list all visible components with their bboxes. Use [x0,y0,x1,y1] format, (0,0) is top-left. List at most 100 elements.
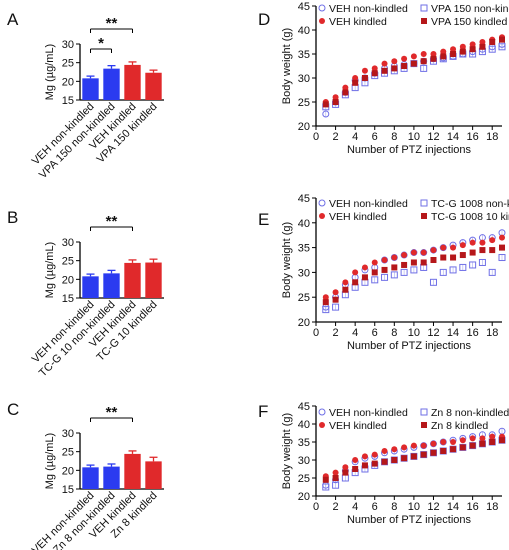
data-point [322,299,329,306]
x-tick-label: 10 [408,327,420,339]
data-point [390,271,398,279]
data-point [450,439,457,445]
data-point [371,70,378,77]
data-point [498,43,506,51]
x-tick-label: 16 [467,131,479,143]
x-tick-label: 0 [313,327,319,339]
legend-label: Zn 8 non-kindled [431,407,509,419]
legend-label: VEH kindled [329,211,387,223]
y-tick-label: 35 [298,243,310,255]
data-point [489,439,496,445]
data-point [352,75,359,81]
data-point [420,64,428,72]
y-tick-label: 15 [62,484,74,496]
x-tick-label: 2 [333,131,339,143]
series-3 [322,36,505,108]
significance-label: ** [106,213,118,230]
data-point [478,258,486,266]
data-point [391,58,398,65]
legend-label: TC-G 1008 10 kindled [431,211,509,223]
data-point [410,442,417,449]
y-tick-label: 30 [62,39,74,51]
y-tick-label: 20 [298,491,310,503]
data-point [440,48,447,55]
bar [124,262,141,298]
x-tick-label: 2 [333,501,339,513]
data-point [401,55,408,62]
legend-marker [420,408,428,416]
data-point [371,259,378,266]
data-point [450,446,457,453]
legend-label: VEH non-kindled [329,198,408,210]
y-tick-label: 40 [298,25,310,37]
data-point [450,244,457,251]
data-point [479,247,486,254]
x-tick-label: 14 [447,327,459,339]
legend-marker [420,199,428,207]
y-tick-label: 25 [298,292,310,304]
data-point [322,306,330,314]
significance-label: ** [106,15,118,32]
bar [82,276,99,298]
scatter-panel-D: D 20 25 30 35 40 45 0 2 4 6 8 10 12 14 16 18 Number of PT… [258,1,509,156]
x-tick-label: 14 [447,501,459,513]
data-point [322,110,330,118]
data-point [332,99,339,105]
y-tick-label: 30 [298,455,310,467]
data-point [391,65,398,72]
data-point [410,53,417,60]
panel-letter: E [258,210,269,229]
data-point [381,458,388,465]
data-point [322,483,330,491]
bar [103,68,120,100]
data-point [488,45,496,53]
data-point [489,433,496,440]
data-point [469,41,476,48]
bar [103,273,120,298]
series-2 [322,433,505,480]
legend-label: VPA 150 non-kindled [431,3,509,15]
data-point [479,43,486,50]
data-point [361,75,368,81]
y-tick-label: 20 [62,76,74,88]
bar [124,453,141,489]
x-tick-label: 8 [391,327,397,339]
data-point [449,266,457,274]
x-tick-label: 18 [486,131,498,143]
data-point [489,247,496,254]
data-point [401,261,408,268]
data-point [430,55,437,62]
data-point [381,266,388,273]
data-point [459,43,466,50]
data-point [322,101,329,108]
data-point [430,449,437,456]
data-point [440,254,447,261]
data-point [342,84,349,91]
series-1 [322,254,506,314]
y-axis-label: Mg (µg/mL) [44,433,56,489]
data-point [352,279,359,286]
data-point [381,67,388,74]
data-point [371,451,378,458]
x-tick-label: 6 [372,131,378,143]
y-tick-label: 35 [298,49,310,61]
data-point [420,249,427,256]
data-point [420,58,427,65]
data-point [469,435,476,442]
data-point [332,289,339,296]
y-tick-label: 45 [298,401,310,413]
x-tick-label: 6 [372,327,378,339]
scatter-panel-F: F 20 25 30 35 40 45 0 2 4 6 8 10 12 14 16 18 Number of PT… [258,401,509,526]
data-point [410,453,417,460]
series-3 [322,437,505,483]
legend-label: VPA 150 kindled [431,16,507,28]
data-point [342,89,349,96]
data-point [450,51,457,57]
x-tick-label: 18 [486,327,498,339]
data-point [479,440,486,447]
data-point [352,457,359,463]
data-point [430,440,437,447]
y-tick-label: 25 [62,58,74,70]
data-point [450,46,457,53]
